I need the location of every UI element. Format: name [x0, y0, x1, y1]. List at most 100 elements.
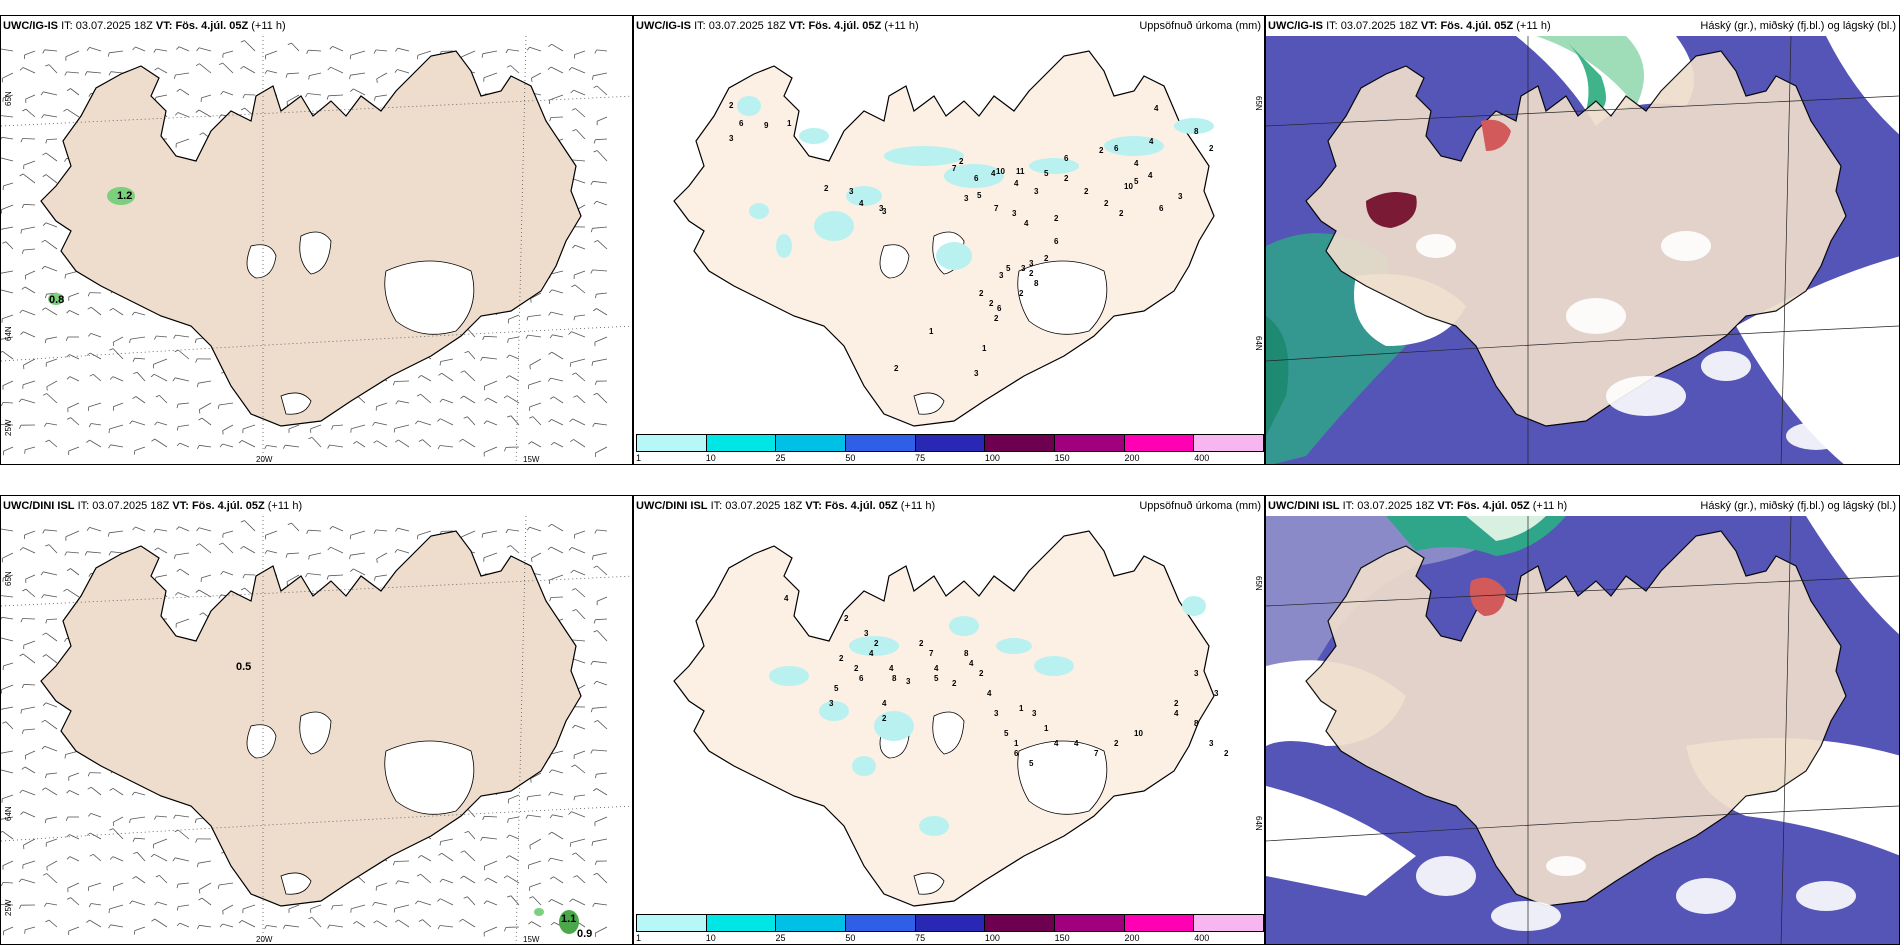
wind-barb-feather [483, 420, 487, 425]
wind-barb-feather [482, 816, 485, 821]
wind-barb-feather [329, 526, 333, 530]
wind-barb [265, 530, 278, 536]
precip-value-label: 4 [869, 649, 874, 658]
wind-barb-feather [417, 375, 422, 379]
wind-barb [596, 873, 608, 884]
wind-barb [467, 896, 476, 906]
wind-barb [65, 530, 80, 538]
wind-barb-feather [590, 269, 593, 274]
wind-barb-feather [414, 900, 419, 905]
precip-value-label: 3 [864, 629, 869, 638]
wind-barb [575, 588, 586, 598]
wind-barb-feather [460, 370, 465, 373]
precip-panel-top[interactable]: UWC/IG-IS IT: 03.07.2025 18Z VT: Fös. 4.… [633, 15, 1265, 465]
precip-area [936, 242, 972, 270]
wind-barb-feather [506, 65, 511, 68]
wind-barb [179, 568, 190, 576]
wind-barb [509, 375, 520, 382]
wind-barb-feather [374, 96, 376, 101]
wind-barb [93, 853, 102, 862]
wind-barb-feather [129, 339, 131, 344]
wind-barb-feather [174, 74, 176, 79]
wind-panel-top[interactable]: UWC/IG-IS IT: 03.07.2025 18Z VT: Fös. 4.… [0, 15, 633, 465]
wind-barb [113, 336, 124, 343]
precip-value-label: 2 [839, 654, 844, 663]
wind-barb [243, 66, 256, 74]
wind-barb [482, 50, 498, 55]
precip-value-label: 1 [929, 327, 934, 336]
wind-barb [155, 528, 168, 532]
precip-spot [559, 910, 579, 934]
wind-barb [69, 856, 80, 862]
precip-value-label: 7 [994, 204, 999, 213]
precip-area [1029, 158, 1079, 174]
wind-barb [136, 851, 146, 862]
gridline-lat [1266, 805, 1899, 842]
wind-barb-feather [66, 897, 71, 900]
precip-spot [534, 908, 544, 916]
wind-barb [595, 926, 608, 934]
colorbar-label: 1 [636, 933, 642, 943]
cloud-panel-top[interactable]: UWC/IG-IS IT: 03.07.2025 18Z VT: Fös. 4.… [1265, 15, 1900, 465]
wind-barb-feather [592, 788, 597, 792]
wind-barb-feather [550, 922, 555, 926]
wind-barb-feather [89, 373, 94, 377]
wind-barb [21, 226, 36, 230]
high-cloud-patch [1469, 577, 1506, 616]
precip-value-label: 9 [764, 121, 769, 130]
wind-barb [421, 375, 432, 382]
wind-barb-feather [42, 529, 45, 534]
wind-barb [46, 772, 58, 775]
precip-value-label: 5 [1004, 729, 1009, 738]
wind-barb-feather [373, 49, 377, 54]
precip-panel-bottom[interactable]: UWC/DINI ISL IT: 03.07.2025 18Z VT: Fös.… [633, 495, 1265, 945]
wind-barb-feather [42, 49, 45, 54]
wind-barb [422, 919, 432, 928]
wind-barb-feather [131, 311, 135, 316]
wind-barb-feather [87, 306, 92, 310]
precip-value-label: 2 [1174, 699, 1179, 708]
wind-barb-feather [459, 918, 463, 922]
wind-barb [550, 270, 564, 275]
wind-barb [135, 396, 146, 404]
panel-header: UWC/DINI ISL IT: 03.07.2025 18Z VT: Fös.… [1268, 500, 1568, 512]
wind-barb-feather [547, 546, 552, 550]
wind-barb [24, 286, 36, 294]
wind-barb [2, 350, 14, 360]
wind-barb [86, 71, 102, 74]
wind-barb [510, 415, 520, 426]
wind-barb-feather [18, 878, 22, 883]
wind-barb [177, 402, 190, 405]
wind-barb-feather [19, 425, 22, 430]
wind-barb-feather [594, 49, 597, 54]
wind-barb [510, 895, 520, 906]
wind-barb-feather [264, 445, 267, 450]
wind-barb-feather [195, 543, 200, 547]
wind-barb-feather [568, 331, 572, 335]
wind-barb-feather [46, 386, 48, 391]
wind-barb [596, 393, 608, 404]
wind-barb-feather [594, 861, 597, 866]
wind-barb [593, 72, 608, 77]
wind-barb [464, 850, 476, 862]
wind-barb-feather [395, 47, 399, 52]
wind-barb-feather [240, 66, 244, 70]
wind-barb-feather [416, 393, 421, 397]
wind-barb [93, 373, 102, 382]
wind-barb [574, 724, 586, 730]
wind-barb-feather [238, 920, 243, 924]
wind-barb [88, 402, 102, 408]
wind-panel-bottom[interactable]: UWC/DINI ISL IT: 03.07.2025 18Z VT: Fös.… [0, 495, 633, 945]
wind-barb-feather [176, 404, 179, 409]
cloud-panel-bottom[interactable]: UWC/DINI ISL IT: 03.07.2025 18Z VT: Fös.… [1265, 495, 1900, 945]
wind-barb-feather [196, 445, 200, 449]
precip-value-label: 2 [994, 314, 999, 323]
panel-header: UWC/IG-IS IT: 03.07.2025 18Z VT: Fös. 4.… [3, 20, 286, 32]
lat-label: 64N [4, 326, 13, 341]
colorbar-segment [915, 915, 986, 931]
colorbar-segment [1124, 435, 1195, 451]
wind-barb-feather [19, 173, 24, 177]
wind-barb [571, 639, 586, 642]
wind-barb-feather [506, 415, 512, 418]
wind-barb [596, 292, 608, 295]
